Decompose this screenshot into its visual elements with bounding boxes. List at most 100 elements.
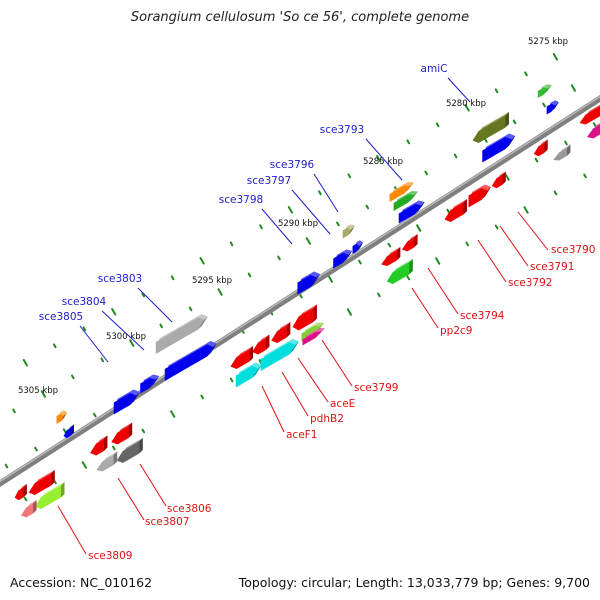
gene-arrow [444, 199, 468, 222]
position-tick [504, 173, 510, 181]
gene-arrow [533, 139, 548, 157]
gene-arrow [553, 144, 571, 161]
position-tick [229, 377, 234, 383]
position-tick [564, 140, 568, 146]
position-tick [583, 173, 587, 179]
position-tick [376, 155, 382, 163]
position-tick [552, 53, 558, 61]
gene-label-pp2c9: pp2c9 [440, 325, 472, 337]
position-tick [365, 204, 370, 210]
position-tick [141, 428, 146, 434]
position-tick [347, 173, 352, 179]
gene-label-leader [447, 77, 471, 103]
gene-arrow [96, 451, 118, 472]
position-tick [217, 288, 223, 296]
gene-label-leader [499, 225, 529, 267]
gene-arrow [401, 234, 418, 252]
position-tick [435, 122, 440, 128]
gene-label-sce3805: sce3805 [39, 311, 83, 323]
position-tick [22, 359, 28, 367]
gene-label-sce3797: sce3797 [247, 175, 291, 187]
gene-arrow [56, 410, 67, 424]
position-tick [247, 272, 252, 278]
position-tick [299, 293, 303, 299]
gene-arrow [352, 240, 363, 254]
position-tick [82, 326, 87, 332]
position-tick [40, 390, 46, 398]
gene-label-leader [411, 287, 439, 329]
gene-label-sce3809: sce3809 [88, 550, 132, 562]
position-tick [542, 102, 546, 108]
position-tick [534, 157, 539, 163]
position-tick [494, 224, 499, 230]
position-marker-label: 5280 kbp [446, 99, 486, 109]
gene-arrow [113, 389, 140, 415]
position-tick [100, 357, 105, 363]
gene-label-aceE: aceE [330, 398, 355, 410]
position-tick [259, 224, 263, 230]
position-tick [406, 275, 411, 281]
gene-arrow [111, 422, 133, 445]
gene-label-leader [139, 463, 167, 507]
gene-label-leader [281, 371, 309, 417]
gene-label-leader [297, 357, 329, 403]
gene-label-leader [57, 505, 87, 555]
position-tick [464, 104, 470, 112]
gene-label-sce3796: sce3796 [270, 159, 315, 171]
gene-arrow [386, 259, 413, 284]
position-tick [446, 208, 450, 214]
gene-arrow [260, 339, 299, 371]
gene-arrow [235, 362, 262, 388]
gene-label-leader [321, 339, 353, 387]
position-tick [524, 71, 528, 77]
position-tick [200, 394, 204, 400]
gene-arrow [472, 112, 509, 143]
gene-arrow [342, 224, 355, 239]
gene-label-leader [261, 385, 285, 433]
gene-arrow [292, 304, 317, 331]
gene-arrow [546, 100, 559, 115]
gene-arrow [297, 271, 321, 295]
gene-arrow [116, 438, 143, 463]
position-marker-label: 5305 kbp [18, 386, 58, 396]
position-marker-label: 5290 kbp [278, 219, 318, 229]
gene-arrow [155, 314, 208, 354]
gene-label-aceF1: aceF1 [286, 429, 317, 441]
position-tick [377, 292, 381, 298]
position-tick [346, 308, 352, 316]
gene-label-leader [517, 211, 549, 251]
position-marker-label: 5295 kbp [192, 276, 232, 286]
position-tick [4, 463, 9, 469]
position-tick [512, 119, 517, 125]
position-tick [112, 445, 116, 451]
position-tick [188, 306, 193, 312]
gene-arrow [252, 334, 270, 355]
gene-arrow [20, 500, 37, 518]
position-tick [570, 84, 576, 92]
position-tick [71, 374, 75, 380]
gene-arrow [491, 171, 506, 189]
position-tick [141, 292, 145, 298]
gene-label-leader [101, 310, 145, 351]
gene-arrow [482, 133, 516, 163]
position-tick [305, 237, 311, 245]
gene-label-sce3803: sce3803 [98, 273, 142, 285]
gene-label-sce3791: sce3791 [530, 261, 574, 273]
position-tick [336, 221, 340, 227]
position-marker-label: 5275 kbp [528, 37, 568, 47]
gene-label-leader [261, 208, 293, 245]
position-tick [327, 275, 333, 283]
gene-arrow [63, 424, 74, 439]
position-tick [494, 88, 499, 94]
position-tick [553, 190, 558, 196]
position-tick [81, 461, 87, 469]
position-tick [416, 224, 422, 232]
gene-arrow [28, 470, 55, 495]
gene-arrow [587, 123, 600, 139]
position-tick [111, 308, 117, 316]
accession-text: Accession: NC_010162 [10, 575, 153, 590]
position-tick [435, 257, 441, 265]
gene-label-leader [291, 189, 331, 235]
gene-arrow [389, 182, 414, 202]
